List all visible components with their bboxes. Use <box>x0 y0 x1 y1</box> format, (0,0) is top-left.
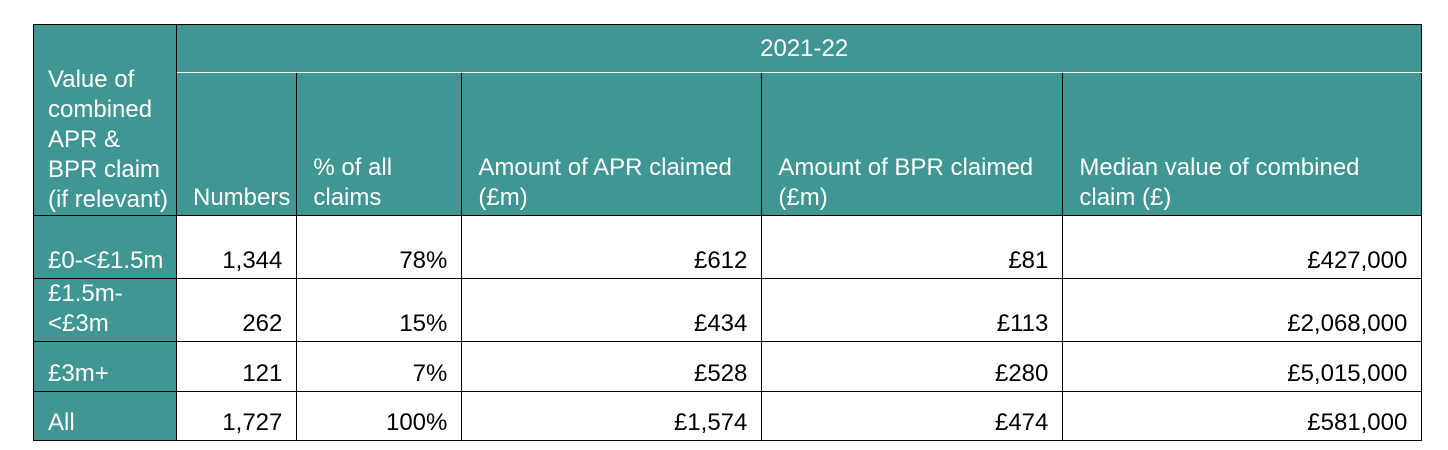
row-label: £3m+ <box>33 341 177 392</box>
column-header-numbers: Numbers <box>175 72 298 216</box>
cell-numbers: 1,344 <box>175 215 298 279</box>
cell-percent: 15% <box>296 278 463 342</box>
row-label: £0-<£1.5m <box>33 215 177 279</box>
table-row: All 1,727 100% £1,574 £474 £581,000 <box>33 391 1423 441</box>
cell-apr: £1,574 <box>461 391 763 441</box>
column-header-median-value: Median value of combined claim (£) <box>1062 72 1423 216</box>
table-row: £0-<£1.5m 1,344 78% £612 £81 £427,000 <box>33 215 1423 279</box>
cell-apr: £612 <box>461 215 763 279</box>
cell-median: £427,000 <box>1062 215 1423 279</box>
cell-percent: 100% <box>296 391 463 441</box>
cell-numbers: 121 <box>175 341 298 392</box>
row-label: All <box>33 391 177 441</box>
table-row: £3m+ 121 7% £528 £280 £5,015,000 <box>33 341 1423 392</box>
cell-bpr: £474 <box>761 391 1064 441</box>
cell-bpr: £81 <box>761 215 1064 279</box>
claims-table: Value of combined APR & BPR claim (if re… <box>33 24 1423 441</box>
cell-median: £5,015,000 <box>1062 341 1423 392</box>
cell-numbers: 1,727 <box>175 391 298 441</box>
row-label: £1.5m-<£3m <box>33 278 177 342</box>
period-header-label: 2021-22 <box>760 34 849 62</box>
cell-apr: £528 <box>461 341 763 392</box>
cell-apr: £434 <box>461 278 763 342</box>
column-header-apr-amount: Amount of APR claimed (£m) <box>461 72 763 216</box>
cell-numbers: 262 <box>175 278 298 342</box>
corner-header-cell: Value of combined APR & BPR claim (if re… <box>33 24 177 216</box>
cell-bpr: £280 <box>761 341 1064 392</box>
column-header-bpr-amount: Amount of BPR claimed (£m) <box>761 72 1064 216</box>
table-row: £1.5m-<£3m 262 15% £434 £113 £2,068,000 <box>33 278 1423 342</box>
cell-percent: 78% <box>296 215 463 279</box>
cell-percent: 7% <box>296 341 463 392</box>
corner-header-label: Value of combined APR & BPR claim (if re… <box>48 66 169 213</box>
cell-bpr: £113 <box>761 278 1064 342</box>
cell-median: £2,068,000 <box>1062 278 1423 342</box>
column-header-percent-of-claims: % of all claims <box>296 72 463 216</box>
period-header-cell: 2021-22 <box>175 24 1423 73</box>
cell-median: £581,000 <box>1062 391 1423 441</box>
